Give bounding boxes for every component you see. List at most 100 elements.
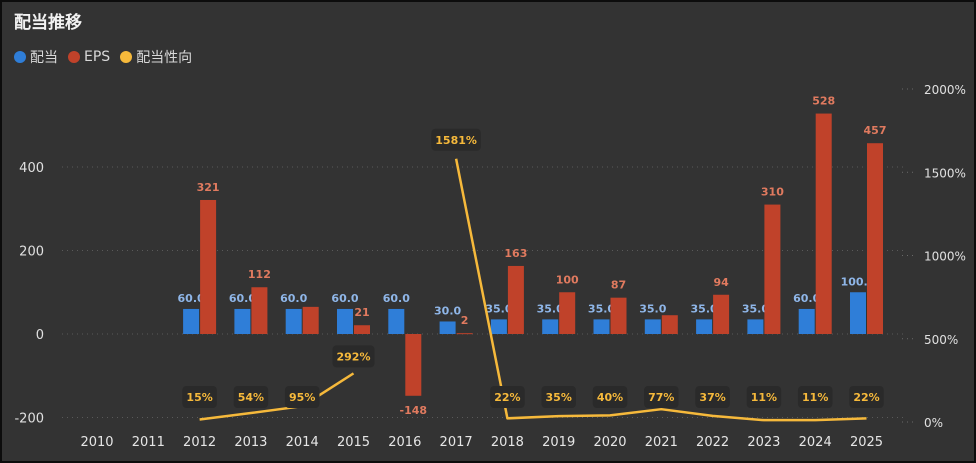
data-label-dividend: 35.0 <box>639 302 666 315</box>
x-tick-label: 2021 <box>645 435 678 450</box>
x-tick-label: 2018 <box>491 435 524 450</box>
legend-item-payout-ratio[interactable]: 配当性向 <box>120 47 192 67</box>
data-label-dividend: 35.0 <box>588 302 615 315</box>
bar-eps <box>661 315 678 334</box>
line-payout-ratio <box>199 372 355 421</box>
legend: 配当 EPS 配当性向 <box>14 47 192 67</box>
line-payout-ratio <box>454 158 867 422</box>
bar-eps <box>867 143 883 334</box>
x-tick-label: 2016 <box>388 435 421 450</box>
data-label-dividend: 35.0 <box>742 302 769 315</box>
chart-title: 配当推移 <box>14 13 82 33</box>
data-label-bg-payout-ratio <box>746 386 782 408</box>
data-label-eps: 163 <box>504 247 527 260</box>
x-tick-label: 2011 <box>132 435 165 450</box>
bar-dividend <box>234 308 251 334</box>
x-tick-label: 2014 <box>286 435 319 450</box>
data-label-eps: 310 <box>761 186 784 199</box>
data-label-dividend: 60.0 <box>229 292 256 305</box>
bar-dividend <box>183 308 200 334</box>
data-label-payout-ratio: 35% <box>546 391 572 404</box>
data-label-eps: -148 <box>400 404 428 417</box>
data-label-dividend: 60.0 <box>178 292 205 305</box>
y-left-tick-label: -200 <box>14 412 44 427</box>
data-label-eps: 21 <box>354 306 369 319</box>
data-label-eps: 321 <box>197 181 220 194</box>
bar-dividend <box>285 308 302 334</box>
data-label-dividend: 35.0 <box>485 302 512 315</box>
data-label-payout-ratio: 15% <box>186 391 212 404</box>
legend-label-eps: EPS <box>84 49 111 65</box>
x-tick-label: 2012 <box>183 435 216 450</box>
bar-dividend <box>747 319 764 334</box>
data-label-bg-payout-ratio <box>644 386 679 408</box>
data-label-dividend: 60.0 <box>383 292 410 305</box>
x-tick-label: 2013 <box>234 435 267 450</box>
bar-eps <box>559 292 576 334</box>
y-left-tick-label: 400 <box>19 161 44 176</box>
y-right-tick-label: 2000% <box>924 83 966 97</box>
data-label-payout-ratio: 37% <box>699 391 725 404</box>
data-label-eps: 457 <box>864 124 887 137</box>
data-label-eps: 100 <box>556 273 579 286</box>
bar-dividend <box>696 319 713 334</box>
data-label-dividend: 60.0 <box>793 292 820 305</box>
bar-dividend <box>593 319 610 334</box>
y-left-tick-label: 0 <box>36 328 44 343</box>
data-label-payout-ratio: 22% <box>853 391 879 404</box>
data-label-bg-payout-ratio <box>490 386 525 408</box>
data-label-bg-payout-ratio <box>284 386 320 408</box>
x-tick-label: 2022 <box>696 435 729 450</box>
data-label-bg-payout-ratio <box>431 128 481 151</box>
x-tick-label: 2010 <box>80 435 113 450</box>
y-right-tick-label: 500% <box>924 333 958 347</box>
legend-item-eps[interactable]: EPS <box>68 47 110 67</box>
bar-dividend <box>490 319 507 334</box>
data-label-eps: 87 <box>611 279 626 292</box>
x-tick-label: 2015 <box>337 435 370 450</box>
data-label-bg-payout-ratio <box>233 386 269 408</box>
x-tick-label: 2024 <box>799 435 832 450</box>
data-label-payout-ratio: 22% <box>494 391 520 404</box>
data-label-payout-ratio: 292% <box>337 350 371 363</box>
data-label-payout-ratio: 11% <box>802 391 828 404</box>
legend-dot-dividend <box>14 51 26 63</box>
x-tick-label: 2025 <box>850 435 883 450</box>
data-label-bg-payout-ratio <box>182 386 217 408</box>
x-tick-label: 2020 <box>593 435 626 450</box>
bar-dividend <box>439 321 456 334</box>
bar-eps <box>405 334 422 396</box>
x-tick-label: 2023 <box>747 435 780 450</box>
data-label-bg-payout-ratio <box>592 386 628 408</box>
data-label-dividend: 35.0 <box>537 302 564 315</box>
data-label-dividend: 30.0 <box>434 304 461 317</box>
data-label-payout-ratio: 95% <box>289 391 315 404</box>
legend-item-dividend[interactable]: 配当 <box>14 47 58 67</box>
data-label-bg-payout-ratio <box>695 386 730 408</box>
data-label-bg-payout-ratio <box>541 386 576 408</box>
bar-eps <box>507 265 524 334</box>
bar-eps <box>200 199 217 334</box>
bar-eps <box>456 333 473 335</box>
data-label-payout-ratio: 11% <box>751 391 777 404</box>
data-label-bg-payout-ratio <box>849 386 884 408</box>
x-tick-label: 2017 <box>440 435 473 450</box>
y-right-tick-label: 1000% <box>924 250 966 264</box>
data-label-dividend: 35.0 <box>691 302 718 315</box>
y-right-tick-label: 1500% <box>924 166 966 180</box>
data-label-payout-ratio: 1581% <box>435 134 477 147</box>
y-right-tick-label: 0% <box>924 416 943 430</box>
data-label-eps: 2 <box>461 314 469 327</box>
bar-eps <box>764 204 781 334</box>
data-label-eps: 94 <box>713 276 729 289</box>
data-label-eps: 112 <box>248 268 271 281</box>
data-label-dividend: 60.0 <box>331 292 358 305</box>
data-label-dividend: 60.0 <box>280 292 307 305</box>
legend-label-dividend: 配当 <box>30 50 58 66</box>
legend-label-payout-ratio: 配当性向 <box>136 50 193 66</box>
bar-dividend <box>388 308 405 334</box>
bar-dividend <box>644 319 661 334</box>
data-label-bg-payout-ratio <box>797 386 833 408</box>
